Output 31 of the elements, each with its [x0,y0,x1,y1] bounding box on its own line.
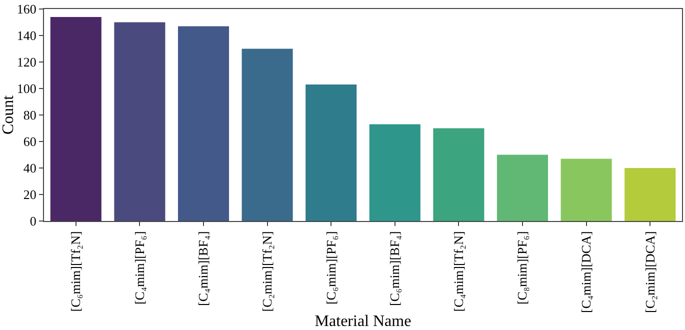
x-tick-label: [C₈mim][PF₆] [514,231,530,305]
bar [496,154,548,221]
y-axis-title: Count [0,94,17,135]
bar [242,48,293,221]
x-tick-label: [C₆mim][BF₄] [387,231,402,306]
y-tick-label: 20 [23,187,36,202]
bar [50,16,102,221]
y-tick-label: 0 [30,214,36,229]
bar [178,26,230,221]
x-tick-label: [C₆mim][PF₆] [323,231,338,305]
x-tick-label: [C₂mim][DCA] [642,231,658,314]
bar [560,158,612,221]
y-tick-label: 60 [23,134,36,150]
y-tick-label: 140 [16,28,36,44]
y-tick-label: 160 [16,2,36,17]
y-tick-label: 80 [23,108,36,123]
bar [306,84,357,221]
x-tick-label: [C₄mim][Tf₂N] [450,231,466,312]
bar [369,124,420,221]
y-tick-label: 120 [16,54,36,70]
x-tick-label: [C₄mim][PF₆] [132,231,147,305]
x-tick-label: [C₂mim][Tf₂N] [260,231,275,312]
y-tick-label: 40 [23,160,36,176]
bar [114,22,166,221]
x-tick-label: [C₄mim][BF₄] [196,231,211,306]
bar [624,168,676,221]
x-axis-title: Material Name [314,313,412,330]
x-tick-label: [C₆mim][Tf₂N] [68,231,84,312]
bar [433,128,484,221]
y-tick-label: 100 [16,81,36,96]
x-tick-label: [C₄mim][DCA] [578,231,594,314]
